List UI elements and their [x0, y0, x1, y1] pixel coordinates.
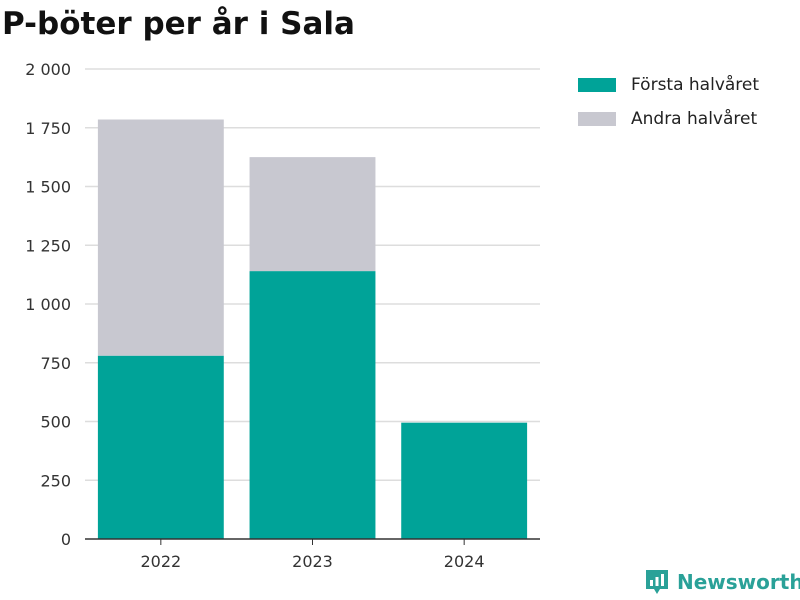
bar-second-half: [97, 119, 224, 356]
legend-swatch-second-half: [578, 111, 616, 126]
y-tick-label: 1 750: [25, 119, 71, 138]
y-tick-label: 750: [40, 354, 71, 373]
y-tick-label: 1 000: [25, 295, 71, 314]
x-tick-label: 2024: [444, 552, 485, 571]
legend-label-first-half: Första halvåret: [631, 74, 760, 95]
bar-chart: 0 250 500 750 1 000 1 250 1 500 1 750 2 000 2022 2…: [25, 60, 540, 571]
y-tick-label: 250: [40, 471, 71, 490]
legend-item-first-half[interactable]: Första halvåret: [578, 72, 759, 97]
x-tick-label: 2022: [140, 552, 181, 571]
y-tick-label: 500: [40, 413, 71, 432]
legend-item-second-half[interactable]: Andra halvåret: [578, 106, 759, 131]
brand-name: Newsworthy: [677, 570, 800, 594]
legend-swatch-first-half: [578, 77, 616, 92]
bar-second-half: [249, 157, 376, 272]
legend-label-second-half: Andra halvåret: [631, 108, 758, 129]
x-tick-label: 2023: [292, 552, 333, 571]
y-tick-label: 1 250: [25, 236, 71, 255]
bar-first-half: [249, 271, 376, 539]
bar-first-half: [97, 355, 224, 539]
newsworthy-logo-icon: [646, 570, 668, 594]
y-tick-label: 0: [61, 530, 71, 549]
chart-title: P-böter per år i Sala: [2, 6, 355, 42]
bar-first-half: [401, 422, 528, 539]
y-tick-label: 2 000: [25, 60, 71, 79]
y-tick-label: 1 500: [25, 178, 71, 197]
brand-logo: Newsworthy: [644, 568, 800, 596]
legend: Första halvåret Andra halvåret: [578, 72, 759, 140]
